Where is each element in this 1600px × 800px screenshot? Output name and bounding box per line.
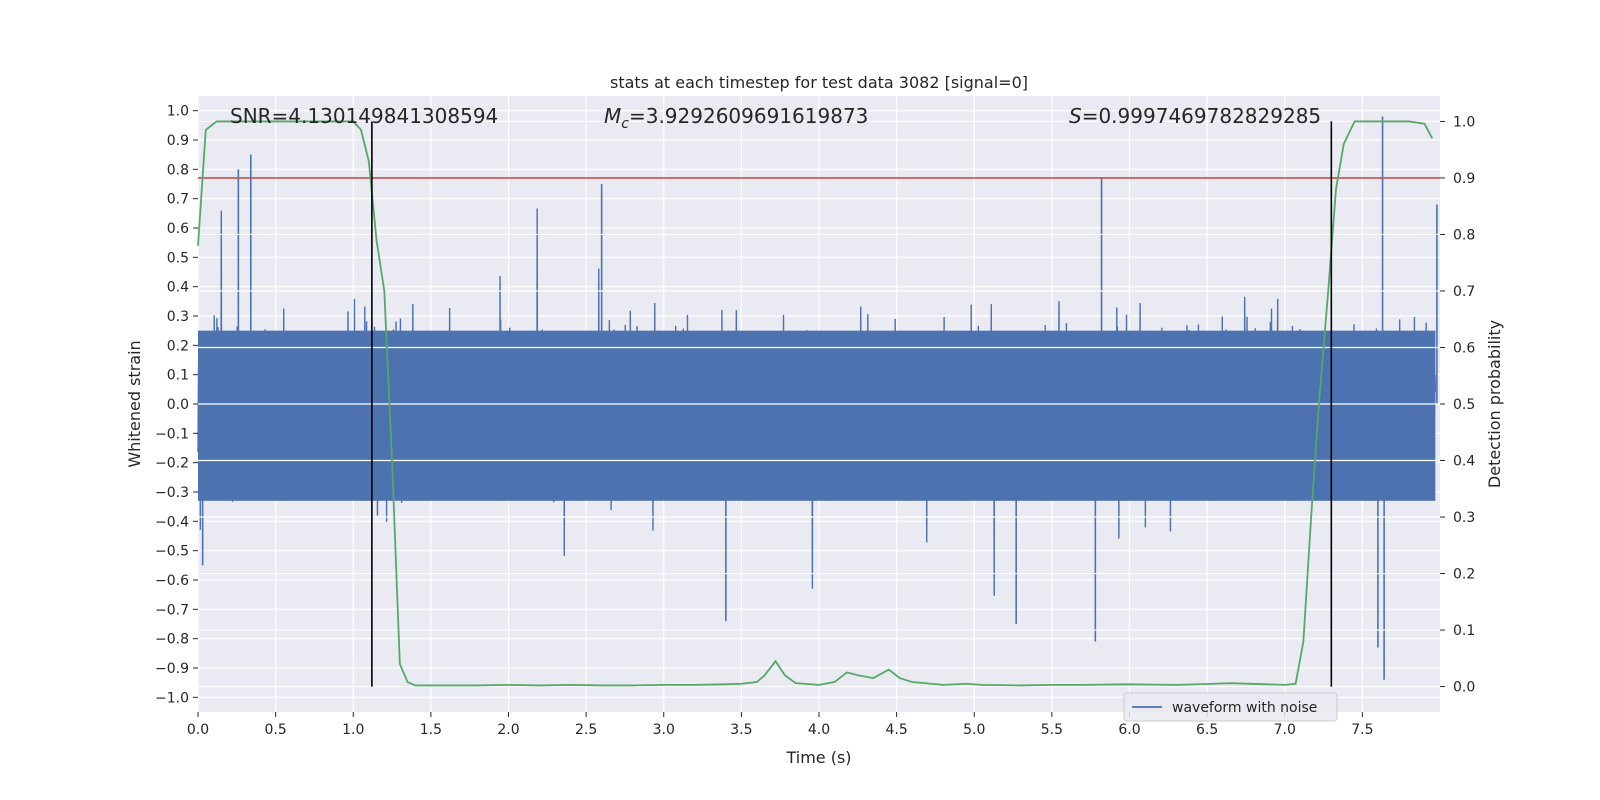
y2-tick-label: 0.3: [1453, 510, 1475, 526]
waveform-band: [198, 330, 1436, 501]
y-tick-label: 0.5: [167, 250, 189, 266]
legend: waveform with noise: [1123, 692, 1338, 722]
x-tick-label: 7.0: [1274, 722, 1296, 738]
y2-tick-label: 0.4: [1453, 454, 1475, 470]
y-tick-label: −0.7: [155, 602, 189, 618]
x-tick-label: 3.5: [730, 722, 752, 738]
y-tick-label: −0.1: [155, 426, 189, 442]
x-tick-label: 1.0: [342, 722, 364, 738]
y-tick-label: 0.0: [167, 397, 189, 413]
y-tick-label: −0.4: [155, 514, 189, 530]
s-symbol: S: [1069, 104, 1082, 128]
waveform-series: [197, 116, 1438, 680]
y-tick-label: −0.3: [155, 485, 189, 501]
y-tick-label: −0.6: [155, 573, 189, 589]
y-tick-label: 0.7: [167, 192, 189, 208]
legend-label: waveform with noise: [1172, 700, 1317, 716]
legend-box: [1123, 692, 1338, 722]
x-axis-label: Time (s): [785, 748, 851, 767]
detection-probability-line: [197, 120, 1434, 687]
x-tick-label: 6.0: [1118, 722, 1140, 738]
x-tick-label: 0.5: [264, 722, 286, 738]
y2-tick-label: 1.0: [1453, 114, 1475, 130]
y2-tick-label: 0.1: [1453, 623, 1475, 639]
x-tick-label: 2.5: [575, 722, 597, 738]
s-value: =0.9997469782829285: [1082, 104, 1321, 128]
y-tick-label: 0.9: [167, 133, 189, 149]
x-tick-label: 4.5: [885, 722, 907, 738]
chart-title: stats at each timestep for test data 308…: [610, 73, 1028, 92]
y-tick-label: 1.0: [167, 104, 189, 120]
mc-symbol: M: [604, 104, 621, 128]
x-tick-label: 1.5: [420, 722, 442, 738]
y2-tick-label: 0.2: [1453, 567, 1475, 583]
snr-annotation: SNR=4.130149841308594: [230, 104, 498, 128]
y-tick-label: 0.3: [167, 309, 189, 325]
mc-subscript: c: [621, 116, 629, 132]
mc-annotation: Mc=3.9292609691619873: [604, 104, 868, 132]
y-tick-label: −0.5: [155, 544, 189, 560]
x-tick-label: 5.0: [963, 722, 985, 738]
y-axis-label: Whitened strain: [125, 340, 144, 467]
s-annotation: S=0.9997469782829285: [1069, 104, 1321, 128]
y2-tick-label: 0.8: [1453, 227, 1475, 243]
y-tick-label: 0.4: [167, 280, 189, 296]
x-tick-label: 5.5: [1041, 722, 1063, 738]
y-tick-label: 0.6: [167, 221, 189, 237]
x-tick-label: 7.5: [1351, 722, 1373, 738]
y-tick-label: −0.9: [155, 661, 189, 677]
x-tick-label: 6.5: [1196, 722, 1218, 738]
y-tick-label: −0.2: [155, 456, 189, 472]
y-tick-label: −1.0: [155, 690, 189, 706]
overlay: [197, 120, 1440, 688]
x-tick-label: 2.0: [497, 722, 519, 738]
y2-tick-label: 0.7: [1453, 284, 1475, 300]
y2-tick-label: 0.6: [1453, 340, 1475, 356]
y-tick-label: −0.8: [155, 632, 189, 648]
x-tick-label: 3.0: [653, 722, 675, 738]
y2-tick-label: 0.9: [1453, 171, 1475, 187]
y2-tick-label: 0.5: [1453, 397, 1475, 413]
y-ticks-left: −1.0 −0.9 −0.8 −0.7 −0.6 −0.5 −0.4 −0.3 −0.2 −0.1…: [155, 104, 198, 706]
x-tick-label: 0.0: [187, 722, 209, 738]
y-tick-label: 0.1: [167, 368, 189, 384]
x-tick-label: 4.0: [808, 722, 830, 738]
y2-axis-label: Detection probability: [1485, 320, 1504, 488]
y2-tick-label: 0.0: [1453, 680, 1475, 696]
y-tick-label: 0.8: [167, 162, 189, 178]
y-ticks-right: 0.0 0.1 0.2 0.3 0.4 0.5 0.6 0.7 0.8 0.9 1.0: [1440, 114, 1475, 696]
mc-value: =3.9292609691619873: [629, 104, 868, 128]
y-tick-label: 0.2: [167, 338, 189, 354]
